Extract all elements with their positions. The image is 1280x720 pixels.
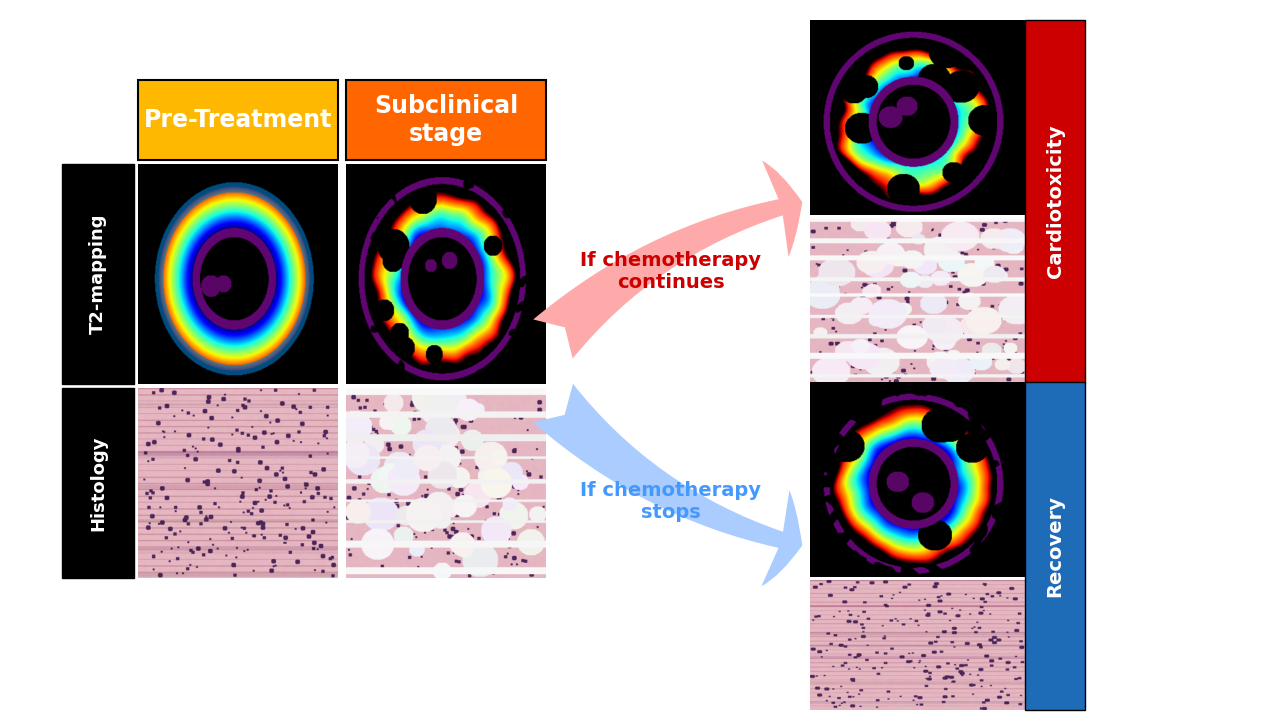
FancyBboxPatch shape xyxy=(1025,20,1085,383)
Text: If chemotherapy
stops: If chemotherapy stops xyxy=(580,480,762,521)
Text: If chemotherapy
continues: If chemotherapy continues xyxy=(580,251,762,292)
FancyBboxPatch shape xyxy=(61,388,134,578)
Text: Pre-Treatment: Pre-Treatment xyxy=(143,108,333,132)
FancyBboxPatch shape xyxy=(346,80,547,160)
Text: Histology: Histology xyxy=(90,436,108,531)
Text: T2-mapping: T2-mapping xyxy=(90,214,108,334)
Text: Subclinical
stage: Subclinical stage xyxy=(374,94,518,146)
FancyBboxPatch shape xyxy=(61,164,134,384)
Text: Recovery: Recovery xyxy=(1046,495,1065,597)
FancyBboxPatch shape xyxy=(1025,382,1085,710)
FancyBboxPatch shape xyxy=(138,80,338,160)
Text: Cardiotoxicity: Cardiotoxicity xyxy=(1046,125,1065,279)
